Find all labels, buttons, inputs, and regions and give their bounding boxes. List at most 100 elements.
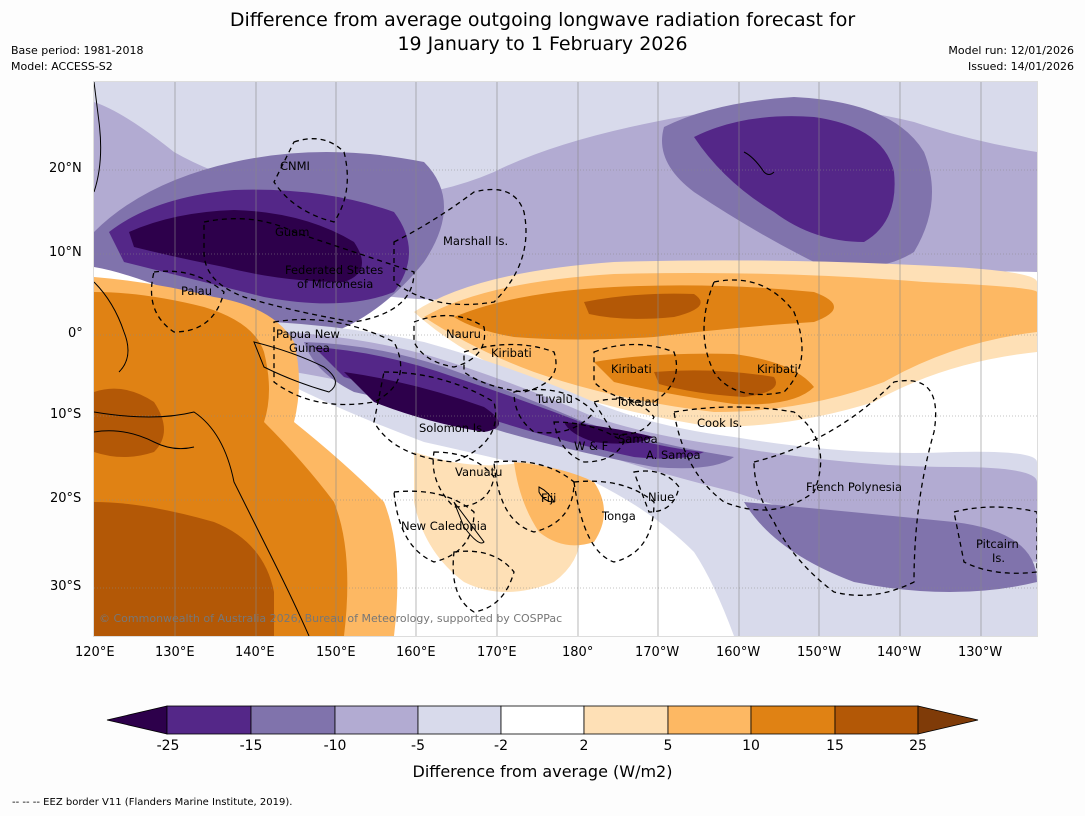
label-american-samoa: A. Samoa [646, 448, 701, 462]
colorbar-segment-3 [334, 705, 419, 735]
asia-coast [94, 82, 102, 193]
contour-australia-brown [94, 502, 274, 636]
label-png-line2: Guinea [289, 341, 330, 355]
eez-kiribati-central [593, 343, 678, 403]
eez-marshall [393, 188, 527, 306]
lat-tick-0: 0° [68, 326, 83, 341]
eez-kiribati-west [463, 343, 557, 393]
coastlines [94, 82, 775, 636]
issued-label: Issued: 14/01/2026 [967, 60, 1074, 73]
label-pitcairn-line1: Pitcairn [976, 537, 1019, 551]
colorbar-label-2: 2 [579, 738, 589, 754]
model-run-label: Model run: 12/01/2026 [948, 44, 1074, 57]
label-cook: Cook Is. [697, 416, 742, 430]
label-guam: Guam [275, 225, 309, 239]
eez-norfolk [452, 550, 515, 613]
lon-tick-170e: 170°E [477, 645, 517, 660]
colorbar-segment-8 [750, 705, 836, 735]
eez-niue [633, 470, 680, 513]
label-png-line1: Papua New [276, 327, 340, 341]
map-svg: CNMI Guam Marshall Is. Federated States … [94, 82, 1037, 636]
copyright-notice: © Commonwealth of Australia 2026, Bureau… [99, 612, 562, 625]
eez-vanuatu [432, 451, 495, 508]
eez-solomon [373, 371, 497, 463]
lon-tick-140e: 140°E [235, 645, 275, 660]
eez-kiribati-east [703, 279, 803, 396]
contour-equatorial-brown-north [584, 293, 701, 319]
lat-tick-10s: 10°S [50, 407, 82, 422]
label-vanuatu: Vanuatu [455, 465, 502, 479]
philippines-coast [94, 281, 129, 373]
colorbar-segment-1 [166, 705, 252, 735]
label-solomon: Solomon Is. [419, 421, 486, 435]
label-tuvalu: Tuvalu [535, 392, 573, 406]
contour-french-polynesia-mid [744, 502, 1037, 592]
colorbar-label-m15: -15 [239, 738, 263, 754]
colorbar-label-25: 25 [909, 738, 927, 754]
graticule [94, 169, 1037, 589]
eez-pitcairn [953, 506, 1037, 574]
colorbar-extend-min [106, 705, 168, 735]
lon-tick-180: 180° [562, 645, 594, 660]
contour-timor-brown [94, 388, 164, 457]
colorbar-segment-2 [250, 705, 336, 735]
label-niue: Niue [648, 490, 674, 504]
contour-equatorial-brown [654, 370, 776, 397]
contour-micronesia-darkest [129, 210, 362, 282]
lon-tick-160e: 160°E [396, 645, 436, 660]
colorbar-segment-5 [500, 705, 585, 735]
eez-palau [150, 270, 225, 333]
lat-tick-10n: 10°N [49, 245, 82, 260]
eez-tonga [573, 480, 655, 563]
chart-title-line1: Difference from average outgoing longwav… [229, 9, 856, 31]
label-french-polynesia: French Polynesia [806, 480, 902, 494]
hawaii-islands [743, 151, 775, 175]
label-tonga: Tonga [601, 509, 636, 523]
new-guinea-coast [253, 341, 336, 393]
chart-title-line2: 19 January to 1 February 2026 [397, 33, 688, 55]
label-new-caledonia: New Caledonia [401, 519, 487, 533]
eez-tokelau [592, 398, 655, 436]
colorbar-segment-4 [417, 705, 502, 735]
lon-tick-130w: 130°W [958, 645, 1003, 660]
lat-tick-20n: 20°N [49, 161, 82, 176]
anomaly-map: CNMI Guam Marshall Is. Federated States … [93, 81, 1038, 637]
colorbar-segment-9 [834, 705, 919, 735]
colorbar-segment-6 [583, 705, 669, 735]
lat-tick-30s: 30°S [50, 579, 82, 594]
lon-tick-140w: 140°W [877, 645, 922, 660]
eez-new-caledonia [393, 490, 475, 563]
colorbar-label-m25: -25 [156, 738, 180, 754]
model-label: Model: ACCESS-S2 [11, 60, 113, 73]
eez-samoa [553, 421, 625, 463]
eez-footnote: -- -- -- EEZ border V11 (Flanders Marine… [12, 797, 293, 808]
label-kiribati-west: Kiribati [491, 346, 532, 360]
colorbar-label-10: 10 [742, 738, 760, 754]
meridians [174, 82, 982, 636]
label-palau: Palau [181, 284, 212, 298]
new-caledonia-coast [453, 501, 485, 544]
australia-east-coast [94, 411, 310, 636]
contour-fiji-orange [514, 462, 604, 546]
lon-tick-120e: 120°E [75, 645, 115, 660]
eez-cook [673, 406, 822, 511]
lon-tick-150w: 150°W [797, 645, 842, 660]
contour-solomon-darkest [344, 372, 499, 432]
eez-fiji [493, 460, 575, 533]
label-marshall: Marshall Is. [443, 234, 508, 248]
colorbar [106, 705, 979, 735]
lon-tick-170w: 170°W [635, 645, 680, 660]
colorbar-extend-max [917, 705, 979, 735]
colorbar-label-m10: -10 [323, 738, 347, 754]
label-tokelau: Tokelau [615, 395, 659, 409]
label-pitcairn-line2: Is. [992, 551, 1005, 565]
fiji-coast [538, 486, 555, 503]
colorbar-label-15: 15 [826, 738, 844, 754]
lon-tick-130e: 130°E [155, 645, 195, 660]
eez-cnmi [273, 138, 348, 223]
label-cnmi: CNMI [280, 159, 310, 173]
place-labels: CNMI Guam Marshall Is. Federated States … [181, 159, 1019, 565]
colorbar-segment-7 [667, 705, 752, 735]
label-wallis-futuna: W & F [574, 439, 608, 453]
contour-spcz-dark [314, 347, 704, 459]
